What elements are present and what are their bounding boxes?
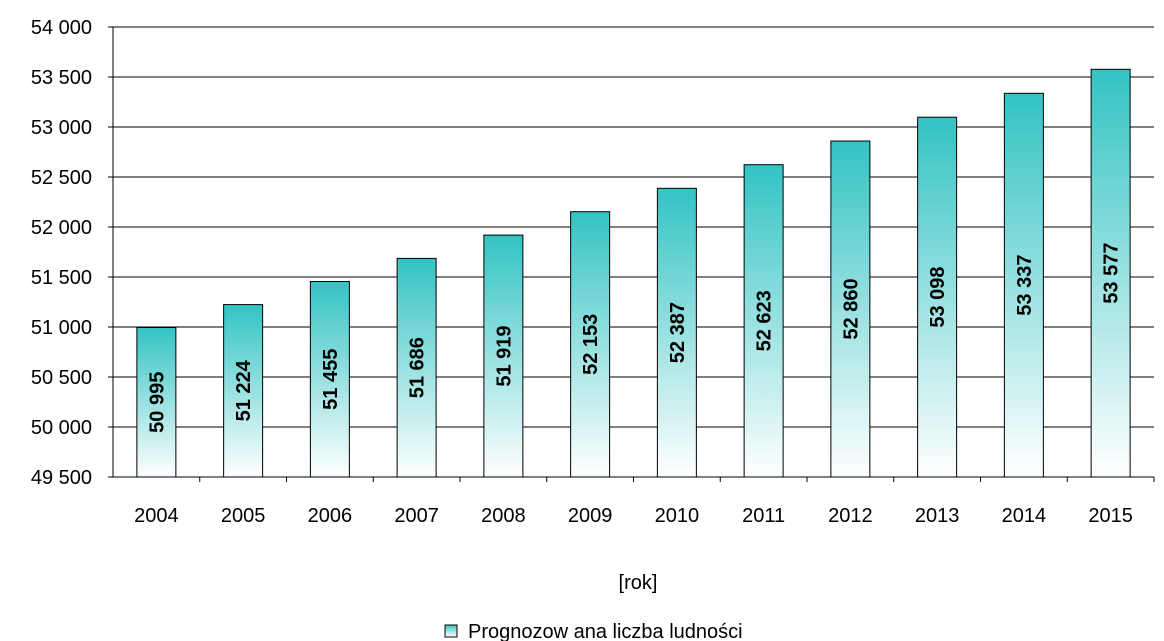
y-tick-label: 50 500 [31,367,92,389]
legend: Prognozow ana liczba ludności [444,621,743,641]
x-tick-label-2005: 2005 [221,505,266,527]
x-tick-label-2004: 2004 [134,505,179,527]
x-axis-title: [rok] [619,572,658,594]
x-tick-label-2006: 2006 [308,505,353,527]
y-tick-label: 52 500 [31,167,92,189]
y-tick-label: 51 500 [31,267,92,289]
x-tick-label-2007: 2007 [394,505,439,527]
x-tick-label-2014: 2014 [1002,505,1047,527]
bar-2012 [830,140,871,478]
legend-swatch [444,624,458,638]
data-label-2008: 51 919 [493,325,515,386]
x-tick-label-2009: 2009 [568,505,613,527]
data-label-2011: 52 623 [754,290,776,351]
x-tick-label-2015: 2015 [1088,505,1133,527]
y-tick-label: 53 500 [31,67,92,89]
data-label-2006: 51 455 [320,349,342,410]
data-label-2009: 52 153 [580,314,602,375]
bar-2013 [917,116,958,478]
bar-2004 [136,327,177,478]
bar-2014 [1003,92,1044,478]
x-tick-labels: 2004 2005 2006 2007 2008 2009 2010 2011 2012 2013… [134,505,1133,527]
y-tick-label: 50 000 [31,417,92,439]
data-labels: 50 995 51 224 51 455 51 686 51 919 52 153 52 3… [146,243,1122,433]
x-tick-label-2010: 2010 [655,505,700,527]
data-label-2005: 51 224 [233,359,255,421]
y-tick-label: 53 000 [31,117,92,139]
axes [112,27,1155,482]
y-tick-labels: 49 500 50 000 50 500 51 000 51 500 52 000 52 5… [31,17,92,489]
data-label-2007: 51 686 [407,337,429,398]
gridlines [108,26,1154,478]
bar-2010 [656,187,697,478]
data-label-2010: 52 387 [667,302,689,363]
data-label-2004: 50 995 [146,372,168,433]
y-tick-label: 52 000 [31,217,92,239]
x-tick-label-2012: 2012 [828,505,873,527]
y-tick-label: 49 500 [31,467,92,489]
data-label-2013: 53 098 [927,267,949,328]
legend-label: Prognozow ana liczba ludności [468,621,743,641]
data-label-2015: 53 577 [1101,243,1123,304]
y-tick-label: 51 000 [31,317,92,339]
bars [136,68,1131,478]
bar-2005 [223,304,264,478]
y-tick-label: 54 000 [31,17,92,39]
data-label-2014: 53 337 [1014,255,1036,316]
bar-2011 [743,164,784,478]
data-label-2012: 52 860 [840,278,862,339]
bar-2008 [483,234,524,478]
bar-2009 [570,211,611,478]
x-tick-label-2013: 2013 [915,505,960,527]
bar-2007 [396,257,437,478]
x-tick-label-2011: 2011 [742,505,785,527]
bar-2015 [1090,68,1131,478]
x-tick-label-2008: 2008 [481,505,526,527]
bar-2006 [309,281,350,478]
